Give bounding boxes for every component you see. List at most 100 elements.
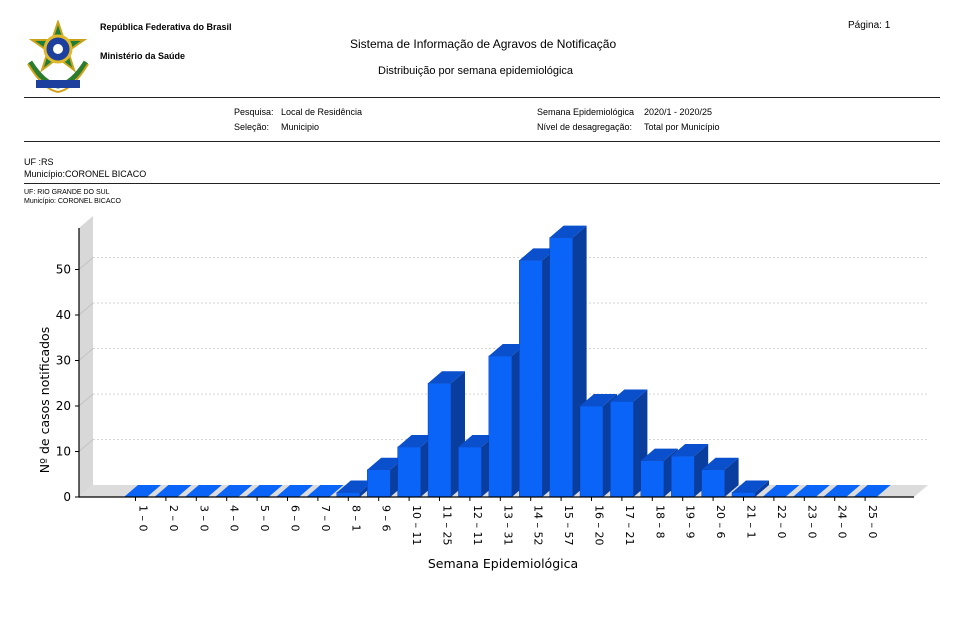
header-divider — [24, 97, 940, 98]
bar — [245, 485, 283, 497]
bar — [276, 485, 313, 497]
x-tick-label: 21 – 1 — [745, 505, 758, 539]
location-divider — [24, 183, 940, 184]
y-tick-labels: 0 10 20 30 40 50 — [56, 263, 79, 504]
bar-top — [549, 225, 587, 238]
bar-top — [671, 444, 709, 457]
uf-small: UF: RIO GRANDE DO SUL — [24, 189, 110, 196]
x-tick-label: 6 – 0 — [289, 505, 302, 532]
bar-face — [458, 446, 482, 498]
bar-face — [731, 492, 756, 498]
org-line-2: Ministério da Saúde — [100, 51, 186, 61]
system-title: Sistema de Informação de Agravos de Noti… — [350, 37, 617, 51]
bar — [124, 485, 161, 497]
bar-face — [640, 460, 664, 498]
semana-value: 2020/1 - 2020/25 — [644, 107, 713, 117]
x-tick-label: 23 – 0 — [805, 505, 818, 539]
bar-face — [519, 260, 543, 498]
x-tick-label: 3 – 0 — [197, 505, 210, 532]
bar-face — [549, 237, 573, 498]
bar-top — [580, 394, 617, 406]
bar-top — [488, 343, 526, 356]
epi-week-bar-chart: 0 10 20 30 40 50 1 – 0 2 – 0 3 – 0 4 – 0 5 – 0 6 –… — [37, 216, 928, 571]
bar-face — [336, 492, 360, 498]
x-tick-label: 16 – 20 — [593, 505, 606, 546]
bar-top — [215, 485, 253, 497]
left-side-wall — [79, 216, 93, 497]
x-tick-label: 2 – 0 — [167, 505, 180, 532]
bar-top — [367, 457, 405, 470]
bar — [367, 457, 405, 498]
bar — [306, 485, 344, 497]
bar-top — [853, 485, 891, 497]
municipio-small: Município: CORONEL BICACO — [24, 198, 121, 205]
x-tick-label: 18 – 8 — [653, 505, 666, 539]
bar-top — [640, 448, 678, 461]
y-tick-label: 40 — [56, 308, 71, 322]
x-tick-label: 24 – 0 — [836, 505, 849, 539]
selecao-value: Municipio — [281, 122, 320, 132]
pesquisa-value: Local de Residência — [281, 107, 363, 117]
x-tick-label: 25 – 0 — [866, 505, 879, 539]
x-tick-label: 10 – 11 — [410, 505, 423, 546]
bar-face — [701, 469, 725, 498]
x-tick-label: 7 – 0 — [319, 505, 332, 532]
bar-top — [610, 389, 648, 402]
x-tick-label: 9 – 6 — [380, 505, 393, 532]
x-tick-label: 5 – 0 — [258, 505, 271, 532]
x-tick-label: 1 – 0 — [137, 505, 150, 532]
gridline-diagonal — [78, 439, 94, 452]
y-tick-label: 50 — [56, 263, 71, 277]
bar-top — [397, 434, 435, 447]
bar-top — [458, 434, 496, 447]
y-tick-label: 0 — [63, 490, 71, 504]
bar-top — [823, 485, 861, 497]
gridline-diagonal — [78, 302, 94, 316]
bar-top — [154, 485, 192, 497]
bar-top — [732, 480, 769, 493]
bar-top — [762, 485, 800, 497]
bar-top — [184, 485, 222, 497]
bar-side — [724, 457, 739, 497]
x-tick-labels: 1 – 0 2 – 0 3 – 0 4 – 0 5 – 0 6 – 0 7 – 0 8 – 1… — [135, 497, 879, 546]
bar — [184, 485, 222, 497]
y-tick-label: 30 — [56, 354, 71, 368]
x-tick-label: 12 – 11 — [471, 505, 484, 546]
bar — [701, 457, 739, 498]
y-tick-label: 10 — [56, 445, 71, 459]
bar — [853, 485, 891, 497]
y-axis-label: Nº de casos notificados — [37, 327, 52, 473]
bar-face — [427, 383, 452, 498]
chart-axes — [78, 228, 914, 498]
bar-side — [755, 480, 769, 497]
bar — [215, 485, 253, 497]
bar-top — [245, 485, 283, 497]
bar-top — [306, 485, 344, 497]
selecao-label: Seleção: — [234, 122, 270, 132]
page-number: Página: 1 — [848, 20, 891, 31]
x-tick-label: 17 – 21 — [623, 505, 636, 546]
x-tick-label: 20 – 6 — [714, 505, 727, 539]
bar-top — [792, 485, 830, 497]
bar — [154, 485, 192, 497]
bar — [762, 485, 800, 497]
municipio-line: Município:CORONEL BICACO — [24, 169, 147, 179]
org-line-1: República Federativa do Brasil — [100, 22, 232, 32]
x-tick-label: 15 – 57 — [562, 505, 575, 546]
x-tick-label: 8 – 1 — [349, 505, 362, 532]
bar-top — [701, 457, 739, 470]
x-tick-label: 4 – 0 — [228, 505, 241, 532]
bar-face — [610, 401, 634, 498]
gridline-diagonal — [78, 348, 94, 361]
gridline-diagonal — [78, 257, 94, 270]
x-tick-label: 14 – 52 — [532, 505, 545, 546]
x-tick-label: 22 – 0 — [775, 505, 788, 539]
y-tick-label: 20 — [56, 399, 71, 413]
bar-face — [671, 455, 695, 498]
nivel-label: Nível de desagregação: — [537, 122, 633, 132]
bar-top — [124, 485, 161, 497]
x-tick-label: 19 – 9 — [684, 505, 697, 539]
uf-line: UF :RS — [24, 157, 54, 167]
bar-top — [428, 371, 465, 384]
x-axis-label: Semana Epidemiológica — [428, 556, 578, 571]
